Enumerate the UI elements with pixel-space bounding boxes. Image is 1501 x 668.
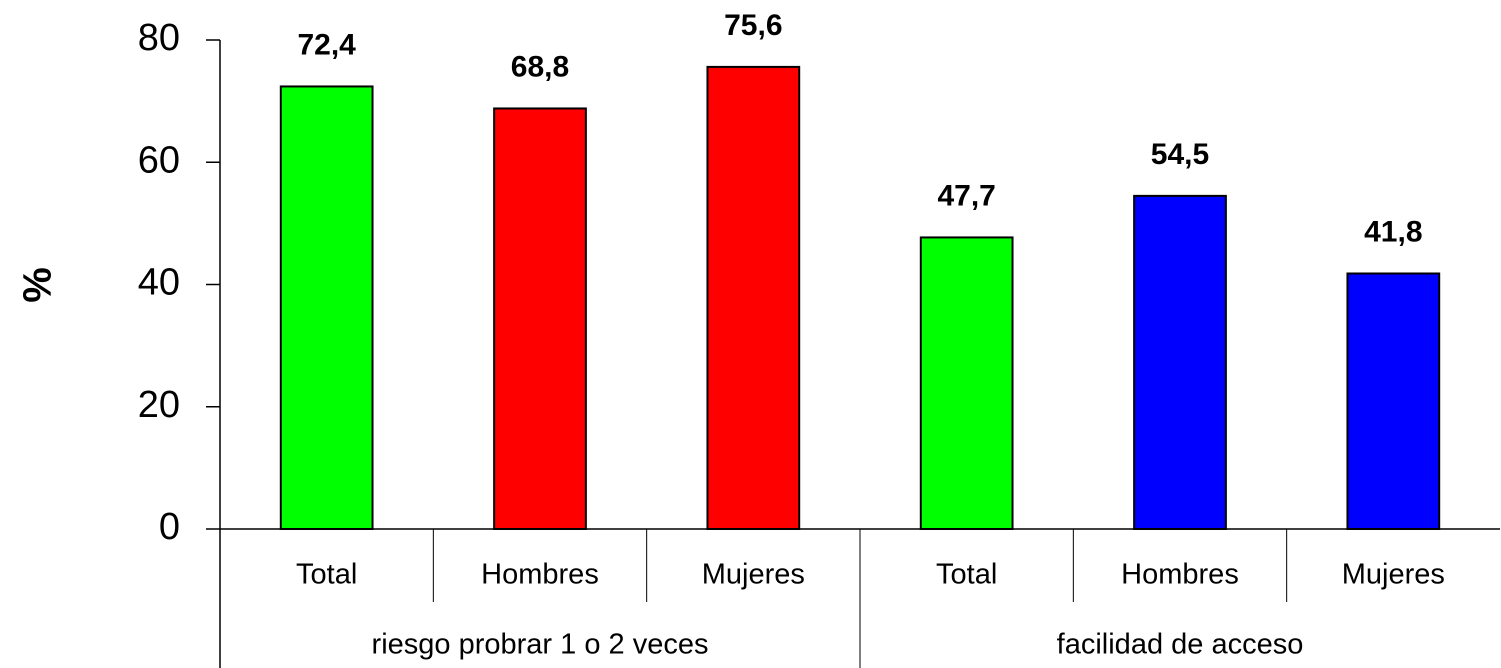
bar — [706, 65, 801, 531]
y-axis-label: % — [16, 267, 60, 303]
group-label: facilidad de acceso — [1057, 629, 1304, 661]
x-tick-label: Mujeres — [702, 559, 805, 591]
y-tick-label: 80 — [138, 17, 180, 59]
bar — [1346, 272, 1441, 530]
y-tick-label: 60 — [138, 139, 180, 181]
value-label: 47,7 — [937, 179, 995, 212]
x-tick-label: Mujeres — [1342, 559, 1445, 591]
x-tick-label: Total — [936, 559, 997, 591]
x-tick-label: Hombres — [481, 559, 599, 591]
x-tick-label: Hombres — [1121, 559, 1239, 591]
value-label: 72,4 — [297, 28, 356, 61]
bar — [279, 85, 374, 531]
bar — [919, 236, 1014, 530]
x-tick-label: Total — [296, 559, 357, 591]
y-tick-label: 20 — [138, 384, 180, 426]
group-label: riesgo probrar 1 o 2 veces — [372, 629, 709, 661]
value-label: 54,5 — [1151, 138, 1209, 171]
bar — [1133, 194, 1227, 530]
value-label: 41,8 — [1364, 215, 1422, 248]
y-tick-label: 40 — [138, 262, 180, 304]
value-label: 68,8 — [511, 50, 569, 83]
y-tick-label: 0 — [159, 506, 180, 548]
bar — [493, 107, 587, 531]
value-label: 75,6 — [724, 9, 782, 42]
